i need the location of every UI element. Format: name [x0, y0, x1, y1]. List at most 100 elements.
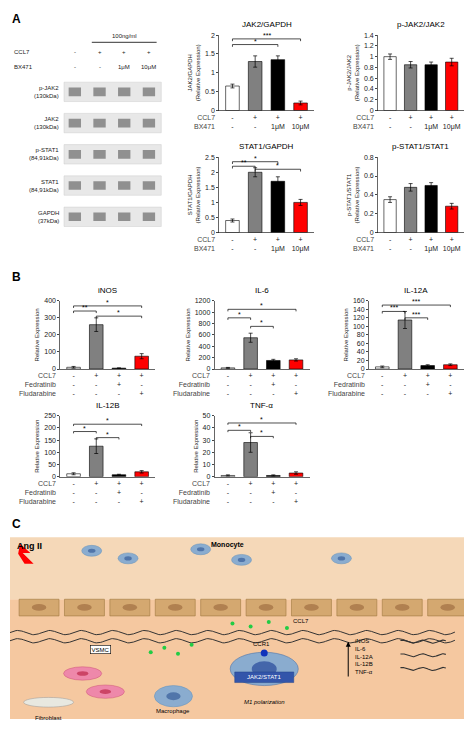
svg-text:p-STAT1/STAT1(Relative Express: p-STAT1/STAT1(Relative Expression) — [346, 166, 360, 223]
svg-text:CCL7: CCL7 — [14, 49, 30, 55]
svg-text:140: 140 — [353, 306, 365, 313]
svg-text:0.5: 0.5 — [205, 214, 215, 221]
svg-text:0: 0 — [361, 365, 365, 372]
svg-text:0.8: 0.8 — [364, 64, 374, 71]
svg-text:p-JAK2/JAK2: p-JAK2/JAK2 — [397, 20, 445, 29]
svg-text:STAT1(84,91kDa): STAT1(84,91kDa) — [29, 179, 59, 193]
svg-text:+--: +-- — [94, 480, 98, 505]
svg-text:60: 60 — [357, 340, 365, 347]
svg-text:-: - — [74, 49, 76, 55]
svg-text:CCR1: CCR1 — [253, 641, 270, 647]
svg-text:iNOSIL-6IL-12AIL-12BTNF-α: iNOSIL-6IL-12AIL-12BTNF-α — [355, 638, 373, 675]
svg-text:0.2: 0.2 — [364, 210, 374, 217]
svg-text:1000: 1000 — [195, 309, 211, 316]
svg-text:0: 0 — [206, 473, 210, 480]
svg-text:*: * — [254, 38, 257, 45]
svg-text:Relative Expression: Relative Expression — [34, 420, 40, 473]
svg-text:0.6: 0.6 — [364, 172, 374, 179]
svg-text:*: * — [106, 417, 109, 424]
svg-text:p-STAT1/STAT1: p-STAT1/STAT1 — [392, 142, 449, 151]
svg-text:++-: ++- — [271, 372, 275, 397]
svg-text:--: -- — [389, 236, 392, 252]
svg-text:JAK2/STAT1: JAK2/STAT1 — [247, 674, 281, 680]
svg-text:IL-12A: IL-12A — [404, 286, 428, 295]
svg-text:+-+: +-+ — [448, 372, 452, 397]
svg-text:GAPDH(37kDa): GAPDH(37kDa) — [38, 210, 59, 224]
svg-text:1: 1 — [211, 199, 215, 206]
svg-text:0.5: 0.5 — [205, 88, 215, 95]
svg-text:***: *** — [390, 304, 398, 311]
svg-text:+: + — [98, 49, 102, 55]
svg-text:1.5: 1.5 — [205, 184, 215, 191]
svg-text:M1 polarization: M1 polarization — [244, 699, 285, 705]
svg-text:+1μM: +1μM — [424, 114, 438, 131]
svg-text:2: 2 — [211, 32, 215, 39]
svg-text:30: 30 — [203, 437, 211, 444]
svg-text:80: 80 — [357, 331, 365, 338]
svg-text:400: 400 — [44, 297, 56, 304]
svg-text:0: 0 — [211, 107, 215, 114]
svg-text:0.8: 0.8 — [364, 154, 374, 161]
svg-text:CCL7FedratinibFludarabine: CCL7FedratinibFludarabine — [173, 480, 210, 505]
svg-text:p-JAK2/JAK2(Relative Expressio: p-JAK2/JAK2(Relative Expression) — [346, 44, 360, 101]
svg-text:0.2: 0.2 — [364, 96, 374, 103]
svg-text:1: 1 — [370, 53, 374, 60]
svg-text:JAK2/GAPDH(Relative Expression: JAK2/GAPDH(Relative Expression) — [188, 44, 202, 101]
svg-text:***: *** — [412, 298, 420, 305]
svg-text:1.5: 1.5 — [205, 50, 215, 57]
svg-text:0.4: 0.4 — [364, 85, 374, 92]
svg-text:160: 160 — [353, 297, 365, 304]
svg-text:+--: +-- — [403, 372, 407, 397]
svg-text:*: * — [117, 309, 120, 316]
svg-text:*: * — [106, 299, 109, 306]
svg-text:STAT1/GAPDH: STAT1/GAPDH — [239, 142, 294, 151]
svg-text:Ang II: Ang II — [17, 541, 42, 551]
svg-text:50: 50 — [203, 412, 211, 419]
svg-text:0: 0 — [52, 473, 56, 480]
svg-text:Relative Expression: Relative Expression — [193, 420, 199, 473]
svg-text:CCL7FedratinibFludarabine: CCL7FedratinibFludarabine — [328, 372, 365, 397]
svg-text:0: 0 — [206, 365, 210, 372]
svg-text:+--: +-- — [94, 372, 98, 397]
svg-text:+--: +-- — [249, 372, 253, 397]
svg-text:+-: +- — [253, 236, 257, 252]
svg-text:Monocyte: Monocyte — [211, 541, 244, 549]
svg-text:IL-12B: IL-12B — [96, 401, 120, 410]
svg-text:JAK2(130kDa): JAK2(130kDa) — [34, 116, 59, 130]
svg-text:20: 20 — [357, 357, 365, 364]
svg-text:10μM: 10μM — [141, 64, 156, 70]
svg-text:A: A — [12, 12, 21, 26]
svg-text:BX471: BX471 — [14, 64, 33, 70]
svg-text:+10μM: +10μM — [292, 114, 310, 131]
svg-text:200: 200 — [199, 354, 211, 361]
svg-text:150: 150 — [44, 437, 56, 444]
svg-text:++-: ++- — [117, 480, 121, 505]
svg-text:+--: +-- — [249, 480, 253, 505]
svg-text:--: -- — [231, 114, 234, 130]
svg-text:Relative Expression: Relative Expression — [34, 308, 40, 361]
svg-text:++-: ++- — [271, 480, 275, 505]
svg-text:+1μM: +1μM — [271, 114, 285, 131]
svg-text:0: 0 — [211, 229, 215, 236]
svg-text:*: * — [83, 425, 86, 432]
svg-text:---: --- — [72, 372, 75, 397]
svg-text:++-: ++- — [426, 372, 430, 397]
svg-text:---: --- — [381, 372, 384, 397]
svg-text:+-+: +-+ — [140, 480, 144, 505]
svg-text:IL-6: IL-6 — [255, 286, 269, 295]
svg-text:+: + — [147, 49, 151, 55]
svg-text:1200: 1200 — [195, 297, 211, 304]
svg-text:Relative Expression: Relative Expression — [185, 308, 191, 361]
svg-text:+10μM: +10μM — [443, 114, 461, 131]
svg-text:300: 300 — [44, 314, 56, 321]
svg-text:+-+: +-+ — [140, 372, 144, 397]
svg-text:50: 50 — [48, 461, 56, 468]
svg-text:+1μM: +1μM — [271, 236, 285, 253]
svg-text:20: 20 — [203, 449, 211, 456]
svg-text:--: -- — [231, 236, 234, 252]
svg-text:CCL7BX471: CCL7BX471 — [194, 114, 215, 130]
svg-text:*: * — [260, 416, 263, 423]
svg-text:++-: ++- — [117, 372, 121, 397]
svg-text:200: 200 — [44, 331, 56, 338]
svg-text:*: * — [260, 319, 263, 326]
